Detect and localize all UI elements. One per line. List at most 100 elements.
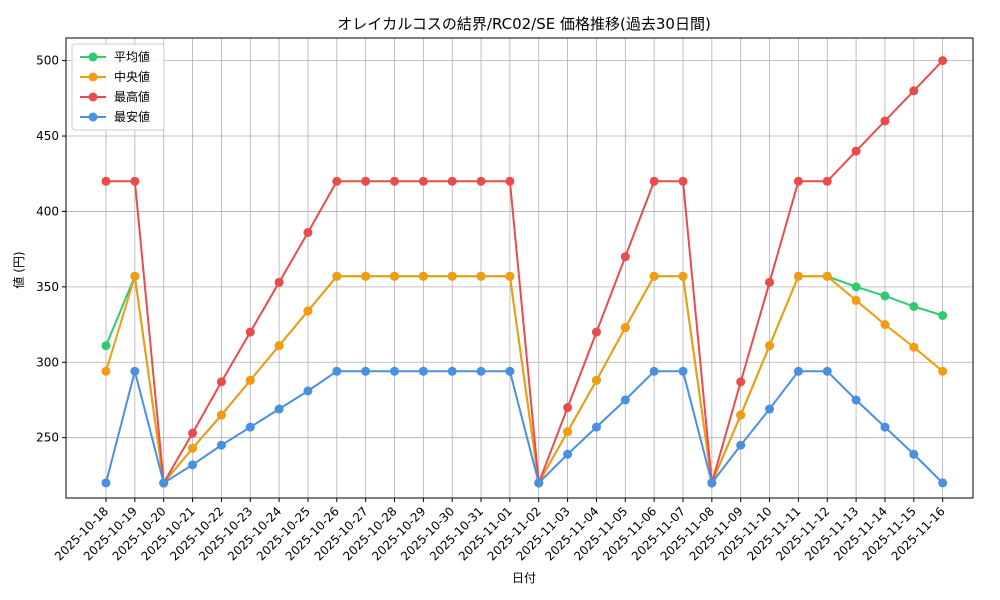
data-point bbox=[101, 366, 111, 376]
data-point bbox=[707, 478, 717, 488]
legend-marker bbox=[88, 72, 98, 82]
data-point bbox=[130, 366, 140, 376]
data-point bbox=[765, 341, 775, 351]
data-point bbox=[418, 271, 428, 281]
y-tick-label: 350 bbox=[36, 280, 59, 294]
data-point bbox=[447, 176, 457, 186]
data-point bbox=[938, 311, 948, 321]
data-point bbox=[332, 176, 342, 186]
data-point bbox=[216, 440, 226, 450]
legend-item: 最安値 bbox=[80, 109, 150, 124]
data-point bbox=[361, 271, 371, 281]
data-point bbox=[909, 449, 919, 459]
data-point bbox=[476, 366, 486, 376]
data-point bbox=[274, 404, 284, 414]
data-point bbox=[447, 271, 457, 281]
data-point bbox=[274, 277, 284, 287]
data-point bbox=[130, 271, 140, 281]
data-point bbox=[159, 478, 169, 488]
series-line bbox=[106, 59, 944, 484]
data-point bbox=[101, 176, 111, 186]
data-point bbox=[101, 478, 111, 488]
data-point bbox=[188, 428, 198, 438]
data-point bbox=[591, 422, 601, 432]
data-point bbox=[303, 386, 313, 396]
data-point bbox=[880, 291, 890, 301]
data-point bbox=[678, 271, 688, 281]
series-line bbox=[105, 370, 944, 484]
y-tick-label: 450 bbox=[36, 129, 59, 143]
data-point bbox=[591, 375, 601, 385]
gridlines bbox=[66, 38, 973, 498]
data-point bbox=[793, 366, 803, 376]
data-point bbox=[418, 366, 428, 376]
y-tick-label: 400 bbox=[36, 204, 59, 218]
series-layer bbox=[101, 56, 948, 488]
data-point bbox=[505, 366, 515, 376]
y-tick-label: 300 bbox=[36, 355, 59, 369]
data-point bbox=[188, 443, 198, 453]
series-1 bbox=[101, 271, 948, 488]
chart-title: オレイカルコスの結界/RC02/SE 価格推移(過去30日間) bbox=[337, 15, 711, 33]
legend-label: 最高値 bbox=[114, 89, 150, 104]
legend-item: 平均値 bbox=[80, 49, 150, 64]
legend-marker bbox=[88, 112, 98, 122]
data-point bbox=[822, 176, 832, 186]
data-point bbox=[678, 366, 688, 376]
data-point bbox=[101, 341, 111, 351]
legend-item: 中央値 bbox=[80, 69, 150, 84]
y-axis-ticks: 250 300 350 400 450 500 bbox=[36, 54, 66, 445]
data-point bbox=[188, 460, 198, 470]
data-point bbox=[130, 176, 140, 186]
data-point bbox=[447, 366, 457, 376]
data-point bbox=[851, 146, 861, 156]
data-point bbox=[390, 366, 399, 376]
data-point bbox=[851, 395, 861, 405]
data-point bbox=[505, 176, 515, 186]
series-2 bbox=[101, 56, 948, 488]
data-point bbox=[332, 366, 342, 376]
data-point bbox=[851, 282, 861, 292]
data-point bbox=[245, 327, 255, 337]
data-point bbox=[274, 341, 284, 351]
y-tick-label: 250 bbox=[36, 431, 59, 445]
data-point bbox=[620, 252, 630, 262]
data-point bbox=[765, 404, 775, 414]
data-point bbox=[245, 375, 255, 385]
data-point bbox=[563, 449, 573, 459]
data-point bbox=[822, 271, 832, 281]
data-point bbox=[851, 295, 861, 305]
x-axis-title: 日付 bbox=[512, 571, 536, 585]
data-point bbox=[591, 327, 601, 337]
data-point bbox=[880, 422, 890, 432]
data-point bbox=[649, 271, 659, 281]
data-point bbox=[563, 427, 573, 437]
legend-marker bbox=[88, 92, 98, 102]
data-point bbox=[390, 271, 399, 281]
series-line bbox=[105, 275, 944, 484]
data-point bbox=[245, 422, 255, 432]
series-3 bbox=[101, 366, 948, 488]
data-point bbox=[390, 176, 399, 186]
data-point bbox=[822, 366, 832, 376]
data-point bbox=[880, 116, 890, 126]
data-point bbox=[678, 176, 688, 186]
data-point bbox=[216, 377, 226, 387]
data-point bbox=[765, 277, 775, 287]
legend-item: 最高値 bbox=[80, 89, 150, 104]
data-point bbox=[216, 410, 226, 420]
data-point bbox=[476, 176, 486, 186]
data-point bbox=[303, 306, 313, 316]
legend-label: 中央値 bbox=[114, 69, 150, 84]
legend-label: 最安値 bbox=[114, 109, 150, 124]
plot-frame bbox=[65, 37, 974, 499]
data-point bbox=[793, 271, 803, 281]
data-point bbox=[649, 176, 659, 186]
data-point bbox=[909, 301, 919, 311]
x-axis-ticks: 2025-10-182025-10-192025-10-202025-10-21… bbox=[52, 498, 948, 563]
data-point bbox=[909, 86, 919, 96]
legend-marker bbox=[88, 52, 98, 62]
legend-label: 平均値 bbox=[114, 49, 150, 64]
